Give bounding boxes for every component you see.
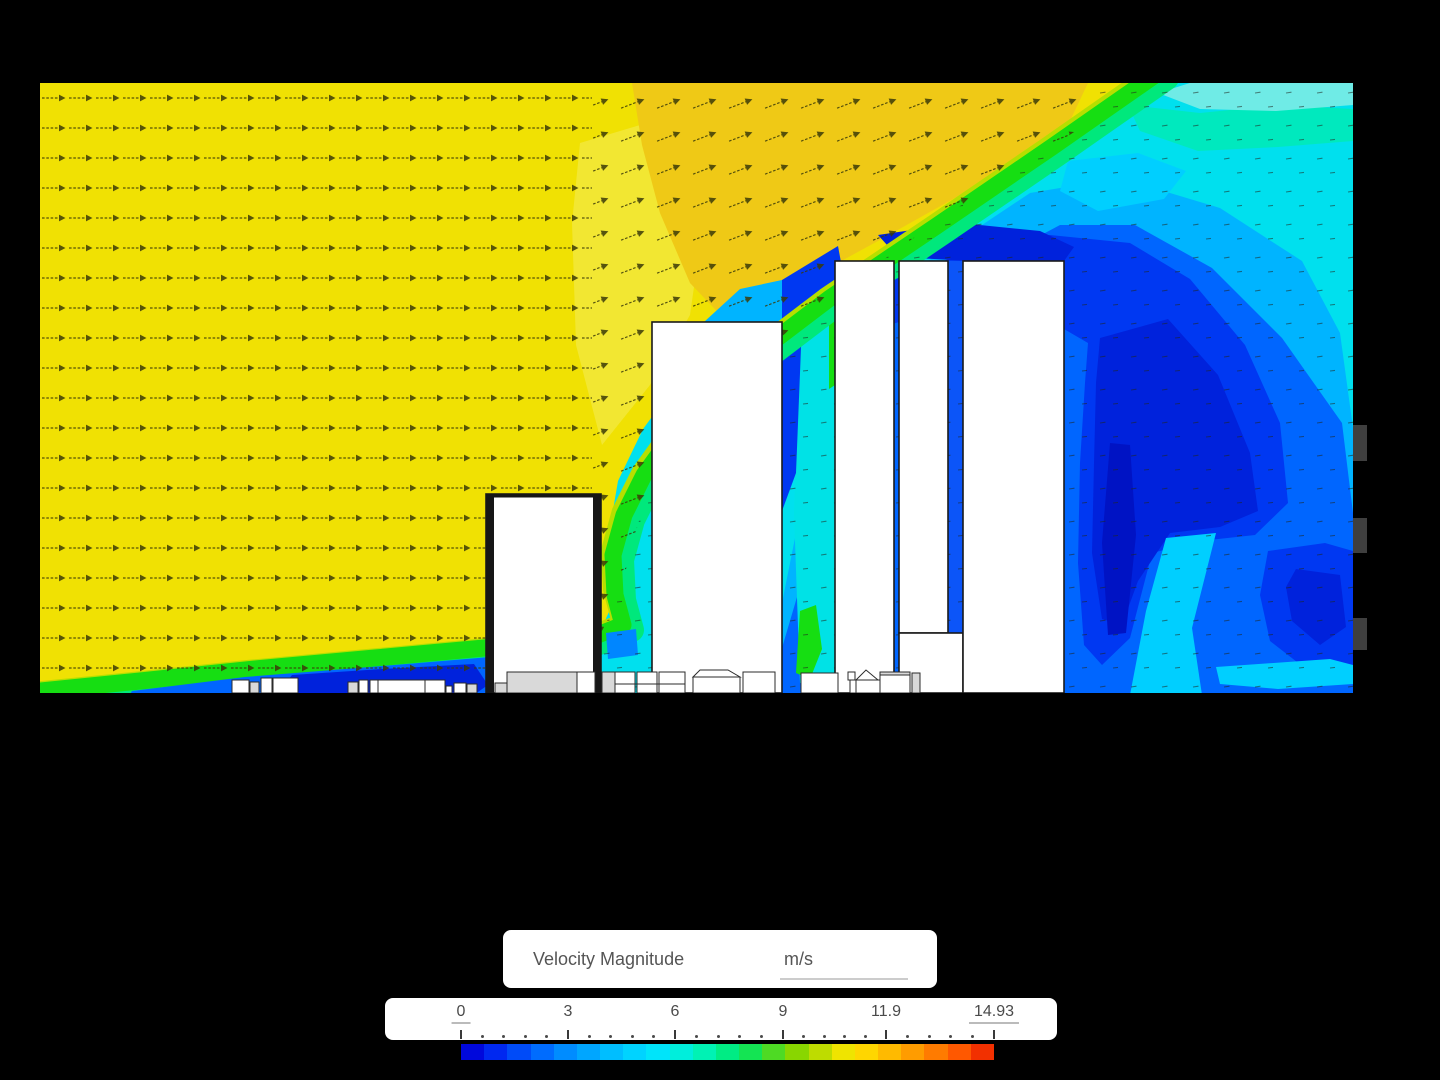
- colorbar-block: [970, 1044, 994, 1060]
- colorbar-block: [461, 1044, 485, 1060]
- tick-dot: [949, 1035, 953, 1038]
- tick-dot: [927, 1035, 931, 1038]
- colorbar-block: [507, 1044, 531, 1060]
- legend-title: Velocity Magnitude: [533, 949, 685, 969]
- tick-dot: [843, 1035, 847, 1038]
- viewport-side-handle[interactable]: [1353, 425, 1367, 461]
- tick-dot: [822, 1035, 826, 1038]
- colorbar-block: [692, 1044, 716, 1060]
- legend-title-box: Velocity Magnitude m/s: [503, 930, 937, 988]
- colorbar-block: [553, 1044, 577, 1060]
- legend-unit-field[interactable]: m/s: [780, 940, 908, 980]
- colorbar-block: [831, 1044, 855, 1060]
- tick-dot: [695, 1035, 699, 1038]
- colorbar-block: [901, 1044, 925, 1060]
- colorbar-block: [739, 1044, 763, 1060]
- legend-min-field[interactable]: 0: [451, 1003, 471, 1024]
- tick-dot: [759, 1035, 763, 1038]
- colorbar-block: [576, 1044, 601, 1060]
- colorbar-block: [715, 1044, 740, 1060]
- viewport-side-handle[interactable]: [1353, 518, 1367, 553]
- legend-max-field[interactable]: 14.93: [968, 1003, 1020, 1024]
- tick-major: [885, 1030, 887, 1039]
- legend-tick-label: 3: [563, 1003, 573, 1020]
- tick-major: [782, 1030, 784, 1039]
- tick-major: [993, 1030, 995, 1039]
- tick-major: [460, 1030, 462, 1039]
- tick-dot: [652, 1035, 656, 1038]
- colorbar-block: [669, 1044, 693, 1060]
- tick-dot: [545, 1035, 549, 1038]
- tick-dot: [802, 1035, 806, 1038]
- legend-colorbar: [461, 1044, 994, 1060]
- colorbar-block: [484, 1044, 508, 1060]
- tick-dot: [480, 1035, 484, 1038]
- tick-dot: [502, 1035, 506, 1038]
- tick-dot: [738, 1035, 742, 1038]
- velocity-field-svg: [40, 83, 1353, 693]
- colorbar-block: [854, 1044, 879, 1060]
- colorbar-block: [808, 1044, 832, 1060]
- tick-dot: [906, 1035, 910, 1038]
- colorbar-block: [878, 1044, 902, 1060]
- colorbar-block: [924, 1044, 948, 1060]
- tick-dot: [970, 1035, 974, 1038]
- colorbar-block: [623, 1044, 647, 1060]
- tick-dot: [716, 1035, 720, 1038]
- tick-dot: [609, 1035, 613, 1038]
- tick-dot: [863, 1035, 867, 1038]
- viewport-side-handle[interactable]: [1353, 618, 1367, 650]
- colorbar-block: [785, 1044, 809, 1060]
- legend-unit-value: m/s: [784, 948, 813, 969]
- building-silhouettes: [485, 260, 1065, 693]
- tick-dot: [523, 1035, 527, 1038]
- legend-tick-label: 9: [778, 1003, 788, 1020]
- colorbar-block: [762, 1044, 786, 1060]
- tick-major: [674, 1030, 676, 1039]
- tick-dot: [630, 1035, 634, 1038]
- colorbar-block: [600, 1044, 624, 1060]
- low-rise-buildings: [231, 669, 921, 693]
- legend-tick-label: 6: [670, 1003, 680, 1020]
- colorbar-block: [530, 1044, 554, 1060]
- colorbar-block: [947, 1044, 971, 1060]
- cfd-viewport[interactable]: [40, 83, 1353, 693]
- legend-tick-marks: [385, 1030, 1057, 1040]
- tick-dot: [587, 1035, 591, 1038]
- legend-scale-box: 0 3 6 9 11.9 14.93: [385, 998, 1057, 1040]
- colorbar-block: [646, 1044, 670, 1060]
- tick-major: [567, 1030, 569, 1039]
- legend-tick-label: 11.9: [871, 1003, 901, 1020]
